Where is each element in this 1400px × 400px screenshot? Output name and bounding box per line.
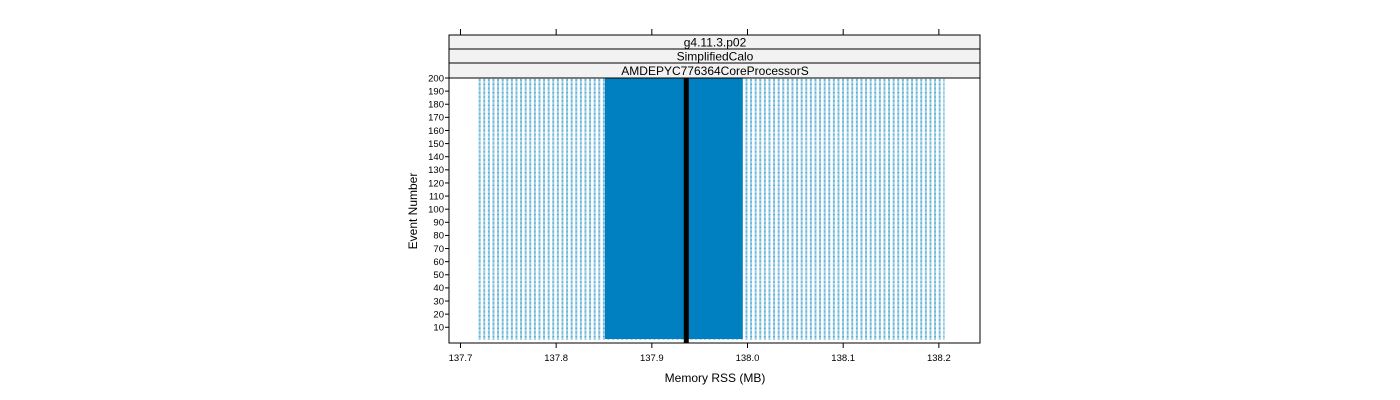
y-tick-label: 150: [428, 139, 444, 150]
x-tick-label: 137.9: [640, 353, 664, 364]
y-tick-label: 130: [428, 165, 444, 176]
y-tick-label: 80: [433, 231, 444, 242]
y-tick-label: 140: [428, 152, 444, 163]
y-tick-label: 50: [433, 270, 444, 281]
strip-2-label: SimplifiedCalo: [677, 50, 754, 64]
y-axis-title: Event Number: [406, 173, 420, 250]
x-tick-label: 138.1: [831, 353, 855, 364]
y-axis: 10 20 30 40 50 60 70 80 90 100 110 120 130 140 150 160 1…: [428, 73, 449, 334]
x-axis-title: Memory RSS (MB): [665, 371, 766, 385]
strip-3: AMDEPYC776364CoreProcessorS: [448, 62, 981, 79]
y-tick-label: 30: [433, 296, 444, 307]
strip-3-label: AMDEPYC776364CoreProcessorS: [621, 64, 808, 78]
strip-1-label: g4.11.3.p02: [684, 36, 747, 50]
y-tick-label: 60: [433, 257, 444, 268]
y-tick-label: 20: [433, 309, 444, 320]
y-tick-label: 70: [433, 244, 444, 255]
y-tick-label: 180: [428, 100, 444, 111]
y-tick-label: 190: [428, 86, 444, 97]
y-tick-label: 160: [428, 126, 444, 137]
y-tick-label: 100: [428, 204, 444, 215]
strip-1: g4.11.3.p02: [448, 34, 981, 50]
y-tick-label: 110: [429, 191, 444, 202]
y-tick-label: 170: [428, 113, 444, 124]
y-tick-label: 40: [433, 283, 444, 294]
strip-2: SimplifiedCalo: [448, 48, 981, 64]
x-tick-label: 138.2: [927, 353, 951, 364]
x-tick-label: 137.7: [449, 353, 473, 364]
y-tick-label: 90: [433, 218, 444, 229]
y-tick-label: 10: [433, 323, 444, 334]
y-tick-label: 120: [428, 178, 444, 189]
x-tick-label: 137.8: [544, 353, 568, 364]
x-axis: 137.7 137.8 137.9 138.0 138.1 138.2: [449, 343, 951, 364]
x-tick-label: 138.0: [736, 353, 760, 364]
plot-area: [478, 77, 945, 343]
series-1: [478, 77, 945, 340]
panel-border: [448, 77, 981, 344]
top-axis-ticks: [459, 29, 940, 35]
y-tick-label: 200: [428, 73, 444, 84]
